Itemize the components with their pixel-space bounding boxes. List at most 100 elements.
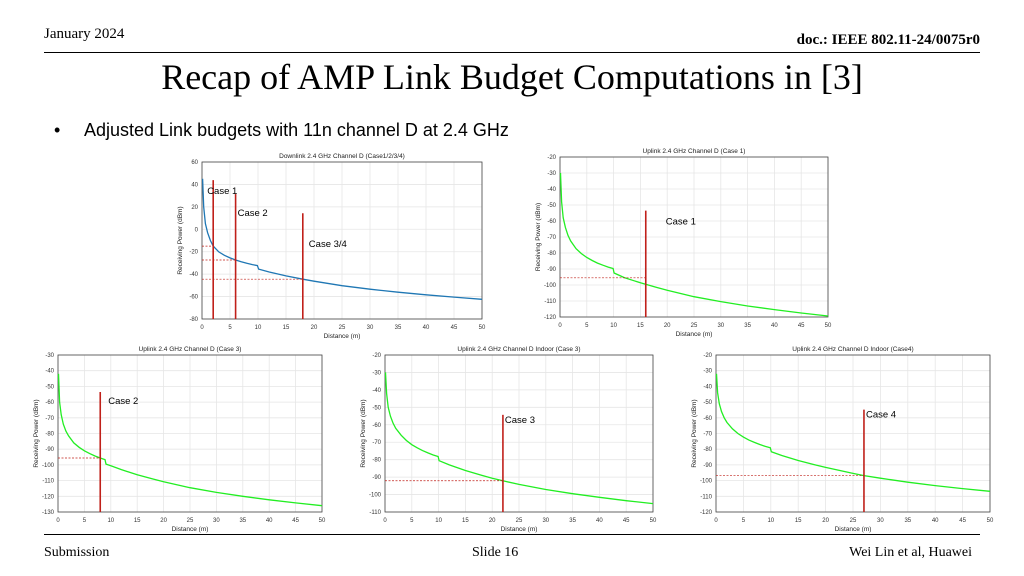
marker-label: Case 3 (505, 415, 535, 426)
y-tick-label: -70 (372, 440, 381, 446)
y-tick-label: -20 (547, 155, 556, 161)
y-tick-label: -30 (547, 171, 556, 177)
marker-label: Case 2 (238, 208, 268, 219)
y-tick-label: -120 (544, 315, 557, 321)
x-tick-label: 30 (367, 325, 374, 331)
y-tick-label: -40 (547, 187, 556, 193)
y-tick-label: -40 (372, 388, 381, 394)
y-tick-label: -60 (45, 400, 54, 406)
y-tick-label: -100 (42, 463, 55, 469)
series-line (201, 178, 483, 300)
y-tick-label: -110 (42, 479, 54, 485)
x-tick-label: 45 (292, 518, 299, 524)
x-tick-label: 50 (479, 325, 486, 331)
x-tick-label: 25 (850, 518, 857, 524)
header-doc-id: doc.: IEEE 802.11-24/0075r0 (796, 32, 980, 48)
x-tick-label: 25 (691, 323, 698, 329)
x-tick-label: 5 (228, 325, 232, 331)
footer-author: Wei Lin et al, Huawei (849, 545, 972, 560)
series-line (57, 373, 323, 507)
y-tick-label: -70 (45, 416, 54, 422)
y-tick-label: -30 (372, 370, 381, 376)
y-tick-label: -120 (700, 510, 713, 516)
y-tick-label: -60 (547, 219, 556, 225)
y-tick-label: -80 (703, 447, 712, 453)
x-tick-label: 20 (822, 518, 829, 524)
x-tick-label: 50 (650, 518, 657, 524)
y-axis-label: Receiving Power (dBm) (177, 206, 184, 274)
series-line (715, 373, 991, 492)
x-tick-label: 35 (744, 323, 751, 329)
chart-uplink-case1: 0 5 10 15 20 25 30 35 40 45 50 -20 -30 -40 -50 -60 -70 -8… (535, 148, 832, 338)
bullet-text: Adjusted Link budgets with 11n channel D… (84, 120, 509, 140)
y-tick-label: -30 (45, 353, 54, 359)
y-tick-label: -60 (703, 416, 712, 422)
y-tick-label: -70 (547, 235, 556, 241)
y-tick-label: -40 (703, 384, 712, 390)
x-axis-label: Distance (m) (172, 526, 209, 533)
x-tick-label: 25 (516, 518, 523, 524)
y-tick-label: -90 (372, 475, 381, 481)
y-tick-label: -110 (544, 299, 556, 305)
footer-rule (44, 534, 980, 535)
x-tick-label: 40 (932, 518, 939, 524)
y-tick-label: -40 (45, 369, 54, 375)
y-tick-label: 40 (191, 182, 198, 188)
y-tick-label: -80 (372, 458, 381, 464)
x-tick-label: 40 (771, 323, 778, 329)
chart-title: Downlink 2.4 GHz Channel D (Case1/2/3/4) (279, 153, 405, 160)
x-tick-label: 30 (877, 518, 884, 524)
y-tick-label: 0 (195, 227, 199, 233)
x-tick-label: 40 (596, 518, 603, 524)
x-tick-label: 45 (798, 323, 805, 329)
x-tick-label: 10 (435, 518, 442, 524)
x-tick-label: 35 (395, 325, 402, 331)
series-line (384, 372, 654, 505)
plot-frame (384, 354, 654, 513)
x-tick-label: 50 (319, 518, 326, 524)
x-tick-label: 45 (623, 518, 630, 524)
x-tick-label: 0 (56, 518, 60, 524)
x-tick-label: 20 (311, 325, 318, 331)
x-tick-label: 15 (462, 518, 469, 524)
plot-frame (201, 161, 483, 320)
header-rule (44, 52, 980, 53)
x-tick-label: 30 (213, 518, 220, 524)
x-tick-label: 25 (339, 325, 346, 331)
marker-label: Case 1 (207, 186, 237, 197)
y-tick-label: -100 (544, 283, 557, 289)
x-axis-label: Distance (m) (501, 526, 538, 533)
y-tick-label: -90 (45, 447, 54, 453)
chart-title: Uplink 2.4 GHz Channel D Indoor (Case 3) (457, 346, 580, 353)
x-tick-label: 15 (283, 325, 290, 331)
x-tick-label: 5 (742, 518, 746, 524)
y-tick-label: -100 (700, 479, 713, 485)
y-tick-label: -50 (547, 203, 556, 209)
y-axis-label: Receiving Power (dBm) (691, 399, 698, 467)
x-tick-label: 10 (255, 325, 262, 331)
chart-title: Uplink 2.4 GHz Channel D (Case 1) (643, 148, 746, 155)
x-tick-label: 10 (610, 323, 617, 329)
series-line (559, 172, 829, 317)
x-axis-label: Distance (m) (835, 526, 872, 533)
y-tick-label: -130 (42, 510, 55, 516)
y-tick-label: -90 (547, 267, 556, 273)
x-tick-label: 30 (717, 323, 724, 329)
marker-label: Case 1 (666, 217, 696, 228)
marker-label: Case 2 (108, 396, 138, 407)
chart-title: Uplink 2.4 GHz Channel D (Case 3) (139, 346, 242, 353)
x-axis-label: Distance (m) (324, 333, 361, 340)
plot-frame (57, 354, 323, 513)
x-tick-label: 5 (83, 518, 87, 524)
x-tick-label: 50 (825, 323, 832, 329)
x-tick-label: 35 (569, 518, 576, 524)
x-tick-label: 10 (767, 518, 774, 524)
y-tick-label: -30 (703, 369, 712, 375)
bullet-marker: • (54, 120, 61, 140)
y-axis-label: Receiving Power (dBm) (360, 399, 367, 467)
chart-uplink-case3: 0 5 10 15 20 25 30 35 40 45 50 -30 -40 -50 -60 -70 -80 -9… (33, 346, 326, 533)
x-tick-label: 40 (423, 325, 430, 331)
x-tick-label: 15 (795, 518, 802, 524)
y-tick-label: -70 (703, 432, 712, 438)
y-tick-label: -50 (372, 405, 381, 411)
